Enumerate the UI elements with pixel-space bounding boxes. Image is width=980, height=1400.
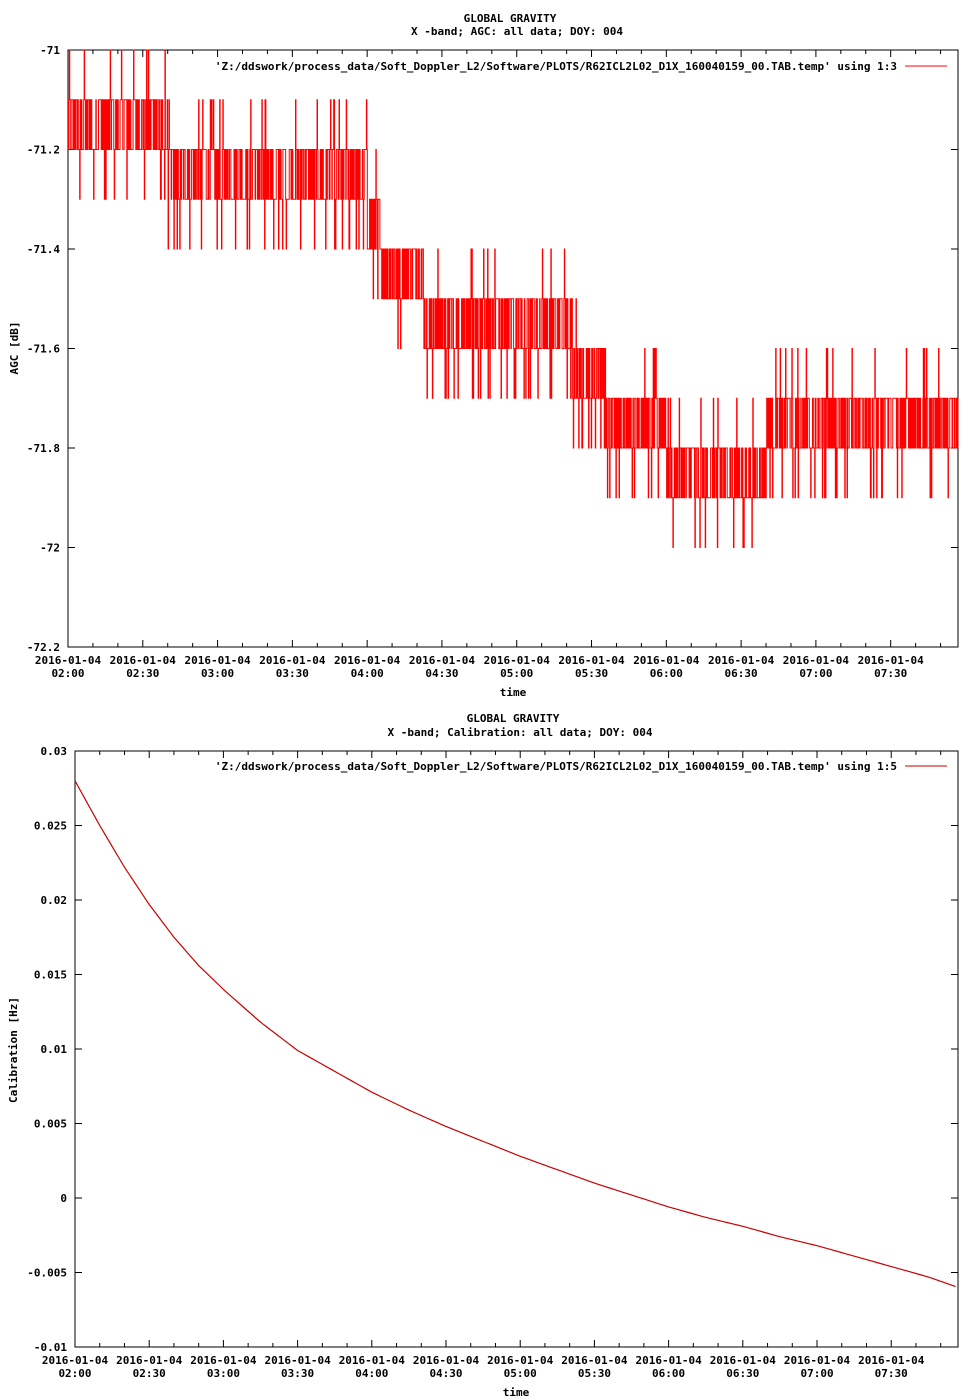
agc-y-tick-label: -71.6 (27, 343, 60, 356)
calibration-y-tick-label: -0.005 (27, 1267, 67, 1280)
calibration-x-tick-date: 2016-01-04 (42, 1354, 109, 1367)
calibration-x-tick-time: 03:00 (207, 1367, 240, 1380)
calibration-plot-frame (74, 750, 959, 1348)
calibration-x-tick-date: 2016-01-04 (190, 1354, 257, 1367)
calibration-x-tick-time: 02:30 (133, 1367, 166, 1380)
calibration-y-tick-label: 0.005 (34, 1118, 67, 1131)
agc-x-tick-date: 2016-01-04 (783, 654, 850, 667)
agc-plot-frame (67, 49, 959, 648)
calibration-x-tick-date: 2016-01-04 (339, 1354, 406, 1367)
agc-y-tick-label: -71.8 (27, 442, 60, 455)
calibration-x-axis: 2016-01-0402:002016-01-0402:302016-01-04… (42, 751, 942, 1380)
agc-x-tick-date: 2016-01-04 (35, 654, 102, 667)
calibration-x-tick-date: 2016-01-04 (561, 1354, 628, 1367)
agc-y-axis-label: AGC [dB] (8, 322, 21, 375)
agc-x-tick-date: 2016-01-04 (484, 654, 551, 667)
agc-x-tick-date: 2016-01-04 (334, 654, 401, 667)
agc-x-tick-date: 2016-01-04 (558, 654, 625, 667)
agc-x-tick-time: 02:30 (126, 667, 159, 680)
agc-y-tick-label: -72 (40, 542, 60, 555)
agc-y-tick-label: -71.2 (27, 144, 60, 157)
calibration-x-tick-date: 2016-01-04 (413, 1354, 480, 1367)
agc-x-axis-label: time (500, 686, 527, 699)
calibration-x-tick-time: 03:30 (281, 1367, 314, 1380)
agc-y-axis: -71 -71.2 -71.4 -71.6 -71.8 -72 -72.2 (27, 44, 958, 654)
calibration-x-tick-date: 2016-01-04 (858, 1354, 925, 1367)
calibration-x-tick-date: 2016-01-04 (635, 1354, 702, 1367)
calibration-y-tick-label: 0 (60, 1192, 67, 1205)
agc-x-tick-time: 05:00 (500, 667, 533, 680)
calibration-x-tick-date: 2016-01-04 (710, 1354, 777, 1367)
agc-x-tick-time: 06:30 (725, 667, 758, 680)
agc-x-tick-time: 03:00 (201, 667, 234, 680)
calibration-x-tick-date: 2016-01-04 (784, 1354, 851, 1367)
agc-x-tick-date: 2016-01-04 (259, 654, 326, 667)
agc-x-tick-time: 06:00 (650, 667, 683, 680)
calibration-x-tick-date: 2016-01-04 (264, 1354, 331, 1367)
calibration-x-tick-time: 04:30 (429, 1367, 462, 1380)
calibration-y-tick-label: 0.02 (41, 894, 68, 907)
agc-y-tick-label: -72.2 (27, 641, 60, 654)
agc-y-tick-label: -71.4 (27, 243, 60, 256)
calibration-x-tick-date: 2016-01-04 (116, 1354, 183, 1367)
calibration-y-tick-label: -0.01 (34, 1341, 67, 1354)
calibration-x-tick-time: 07:30 (875, 1367, 908, 1380)
calibration-x-tick-time: 05:00 (504, 1367, 537, 1380)
calibration-chart: GLOBAL GRAVITY X -band; Calibration: all… (7, 712, 959, 1399)
calibration-y-tick-label: 0.015 (34, 969, 67, 982)
agc-x-tick-date: 2016-01-04 (110, 654, 177, 667)
calibration-y-axis: 0.03 0.025 0.02 0.015 0.01 0.005 0 -0.005 -0.01 (27, 745, 958, 1354)
agc-x-axis: 2016-01-0402:002016-01-0402:302016-01-04… (35, 50, 942, 680)
calibration-chart-subtitle: X -band; Calibration: all data; DOY: 004 (388, 726, 653, 739)
agc-x-tick-date: 2016-01-04 (184, 654, 251, 667)
calibration-chart-title: GLOBAL GRAVITY (467, 712, 560, 725)
calibration-x-tick-time: 06:30 (726, 1367, 759, 1380)
calibration-x-axis-label: time (503, 1386, 530, 1399)
calibration-series-line (74, 780, 956, 1288)
calibration-y-axis-label: Calibration [Hz] (7, 997, 20, 1103)
agc-series (67, 49, 959, 548)
agc-y-tick-label: -71 (40, 44, 60, 57)
agc-x-tick-date: 2016-01-04 (633, 654, 700, 667)
agc-chart: GLOBAL GRAVITY X -band; AGC: all data; D… (8, 12, 959, 699)
calibration-x-tick-date: 2016-01-04 (487, 1354, 554, 1367)
agc-x-tick-time: 05:30 (575, 667, 608, 680)
calibration-x-tick-time: 07:00 (800, 1367, 833, 1380)
calibration-x-tick-time: 04:00 (355, 1367, 388, 1380)
agc-x-tick-time: 02:00 (51, 667, 84, 680)
calibration-y-tick-label: 0.025 (34, 820, 67, 833)
calibration-legend-label: 'Z:/ddswork/process_data/Soft_Doppler_L2… (215, 760, 897, 773)
calibration-x-tick-time: 02:00 (58, 1367, 91, 1380)
calibration-series (74, 780, 956, 1288)
calibration-x-tick-time: 06:00 (652, 1367, 685, 1380)
agc-x-tick-date: 2016-01-04 (708, 654, 775, 667)
agc-x-tick-date: 2016-01-04 (409, 654, 476, 667)
calibration-x-tick-time: 05:30 (578, 1367, 611, 1380)
agc-chart-subtitle: X -band; AGC: all data; DOY: 004 (411, 25, 623, 38)
agc-x-tick-time: 07:30 (874, 667, 907, 680)
agc-x-tick-time: 07:00 (799, 667, 832, 680)
agc-series-line (67, 49, 959, 548)
calibration-y-tick-label: 0.03 (41, 745, 68, 758)
agc-x-tick-time: 04:30 (425, 667, 458, 680)
agc-x-tick-date: 2016-01-04 (858, 654, 925, 667)
agc-x-tick-time: 04:00 (351, 667, 384, 680)
agc-chart-title: GLOBAL GRAVITY (464, 12, 557, 25)
agc-x-tick-time: 03:30 (276, 667, 309, 680)
agc-legend-label: 'Z:/ddswork/process_data/Soft_Doppler_L2… (215, 60, 897, 73)
calibration-y-tick-label: 0.01 (41, 1043, 68, 1056)
